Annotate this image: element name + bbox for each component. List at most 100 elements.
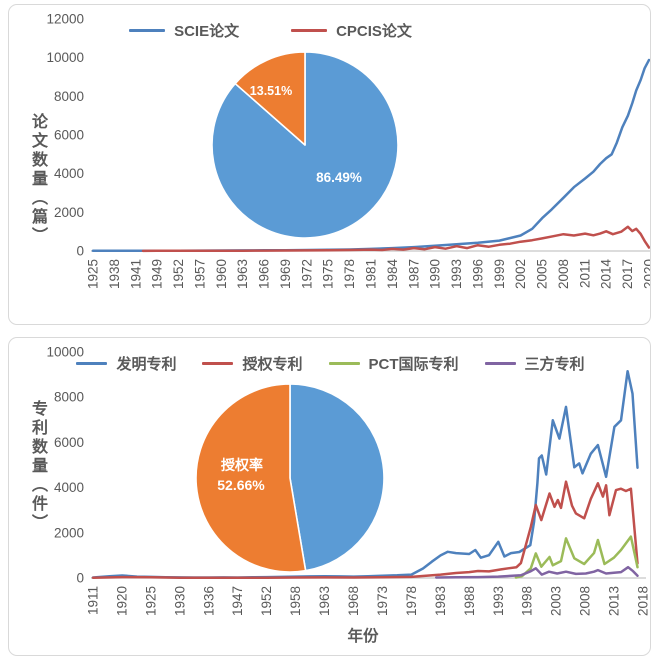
legend-item-cpcis: CPCIS论文 [291, 20, 412, 41]
x-tick-label: 2003 [549, 586, 564, 616]
papers-chart-panel: SCIE论文 CPCIS论文 论文数量（篇） 0 2000 4000 6000 8000 1… [8, 4, 651, 325]
papers-legend: SCIE论文 CPCIS论文 [9, 20, 650, 41]
x-tick-label: 1993 [449, 259, 464, 289]
x-tick-label: 1911 [86, 586, 101, 615]
x-tick-label: 1981 [364, 259, 379, 289]
legend-label-granted: 授权专利 [242, 356, 303, 373]
legend-swatch-cpcis [291, 28, 328, 33]
legend-label-cpcis: CPCIS论文 [336, 23, 412, 40]
x-tick-label: 1957 [192, 259, 207, 289]
x-tick-label: 1920 [114, 586, 129, 616]
legend-swatch-scie [129, 28, 166, 33]
x-tick-label: 1960 [214, 259, 229, 289]
x-tick-label: 1996 [470, 259, 485, 289]
y-tick-label: 2000 [54, 205, 84, 220]
x-tick-label: 1975 [321, 259, 336, 289]
x-tick-label: 1998 [520, 586, 535, 616]
x-tick-label: 1990 [428, 259, 443, 289]
y-tick-label: 8000 [54, 390, 84, 405]
legend-label-scie: SCIE论文 [174, 23, 240, 40]
x-tick-label: 1969 [278, 259, 293, 289]
pie-slice-1 [195, 383, 307, 573]
x-tick-label: 1930 [172, 586, 187, 616]
x-tick-label: 2018 [636, 586, 651, 616]
pie-label-1-0: 13.51% [250, 84, 292, 98]
x-tick-label: 1978 [342, 259, 357, 289]
x-tick-label: 1993 [491, 586, 506, 616]
patents-y-axis-title: 专利数量（件） [29, 400, 46, 533]
pie-label-1-0: 授权率 [221, 457, 263, 473]
pie-slice-1 [234, 51, 306, 146]
legend-label-triadic: 三方专利 [524, 356, 585, 373]
x-tick-label: 1952 [171, 259, 186, 289]
x-tick-label: 1966 [257, 259, 272, 289]
y-tick-label: 0 [76, 571, 84, 586]
legend-swatch-granted [202, 361, 234, 366]
inset-pie: 86.49% 13.51% [211, 51, 399, 239]
x-tick-label: 2005 [535, 259, 550, 289]
x-tick-label: 1941 [128, 259, 143, 289]
pie-slice-0 [289, 383, 385, 572]
x-tick-label: 1988 [462, 586, 477, 616]
legend-swatch-triadic [484, 361, 516, 366]
papers-y-axis-title: 论文数量（篇） [29, 113, 46, 246]
series-line-cpcis [141, 225, 650, 253]
series-line-triadic [434, 565, 639, 579]
pie-label-1-1: 52.66% [217, 477, 265, 493]
x-tick-label: 1972 [299, 259, 314, 289]
x-tick-label: 2002 [513, 259, 528, 289]
x-tick-label: 1952 [259, 586, 274, 616]
legend-item-granted: 授权专利 [202, 353, 303, 374]
y-tick-label: 8000 [54, 89, 84, 104]
series-line-granted [91, 480, 639, 580]
x-tick-label: 1938 [107, 259, 122, 289]
x-tick-label: 2008 [556, 259, 571, 289]
x-tick-label: 2013 [607, 586, 622, 616]
x-tick-label: 1925 [86, 259, 101, 289]
x-tick-label: 1984 [385, 259, 400, 290]
y-tick-label: 10000 [46, 50, 84, 65]
y-tick-label: 12000 [46, 12, 84, 27]
x-tick-label: 2020 [642, 259, 651, 289]
papers-chart: 0 2000 4000 6000 8000 10000 12000 86.49% 13.51% 1… [46, 12, 651, 290]
x-tick-label: 1936 [201, 586, 216, 616]
legend-item-scie: SCIE论文 [129, 20, 239, 41]
x-tick-label: 1987 [406, 259, 421, 289]
inset-pie: 授权率 52.66% [195, 383, 385, 573]
y-tick-label: 0 [76, 244, 84, 259]
x-tick-label: 2014 [599, 259, 614, 290]
y-tick-label: 6000 [54, 435, 84, 450]
x-tick-label: 1983 [433, 586, 448, 616]
x-tick-label: 1947 [230, 586, 245, 616]
x-tick-label: 1973 [375, 586, 390, 616]
y-tick-label: 4000 [54, 166, 84, 181]
x-axis-title: 年份 [347, 626, 379, 645]
y-tick-label: 10000 [46, 345, 84, 360]
patents-chart: 0 2000 4000 6000 8000 10000 授权率 52.66% 1911 1920 1… [46, 345, 651, 646]
y-tick-label: 2000 [54, 525, 84, 540]
patents-legend: 发明专利 授权专利 PCT国际专利 三方专利 [9, 353, 650, 374]
series-line-pct [514, 535, 639, 579]
x-tick-label: 2008 [578, 586, 593, 616]
legend-item-invention: 发明专利 [76, 353, 176, 374]
x-tick-label: 1963 [235, 259, 250, 289]
x-tick-label: 2017 [620, 259, 635, 289]
legend-swatch-pct [328, 361, 360, 366]
legend-item-pct: PCT国际专利 [328, 353, 459, 374]
x-tick-label: 1963 [317, 586, 332, 616]
x-tick-label: 1999 [492, 259, 507, 289]
legend-label-pct: PCT国际专利 [368, 356, 459, 373]
legend-label-invention: 发明专利 [116, 356, 177, 373]
legend-swatch-invention [76, 361, 108, 366]
y-tick-label: 4000 [54, 480, 84, 495]
y-tick-label: 6000 [54, 128, 84, 143]
x-tick-label: 1925 [143, 586, 158, 616]
x-tick-label: 1968 [346, 586, 361, 616]
legend-item-triadic: 三方专利 [484, 353, 585, 374]
x-tick-label: 1949 [150, 259, 165, 289]
x-tick-label: 2011 [577, 259, 592, 288]
pie-label-0-0: 86.49% [316, 170, 362, 185]
x-tick-label: 1978 [404, 586, 419, 616]
x-tick-label: 1958 [288, 586, 303, 616]
